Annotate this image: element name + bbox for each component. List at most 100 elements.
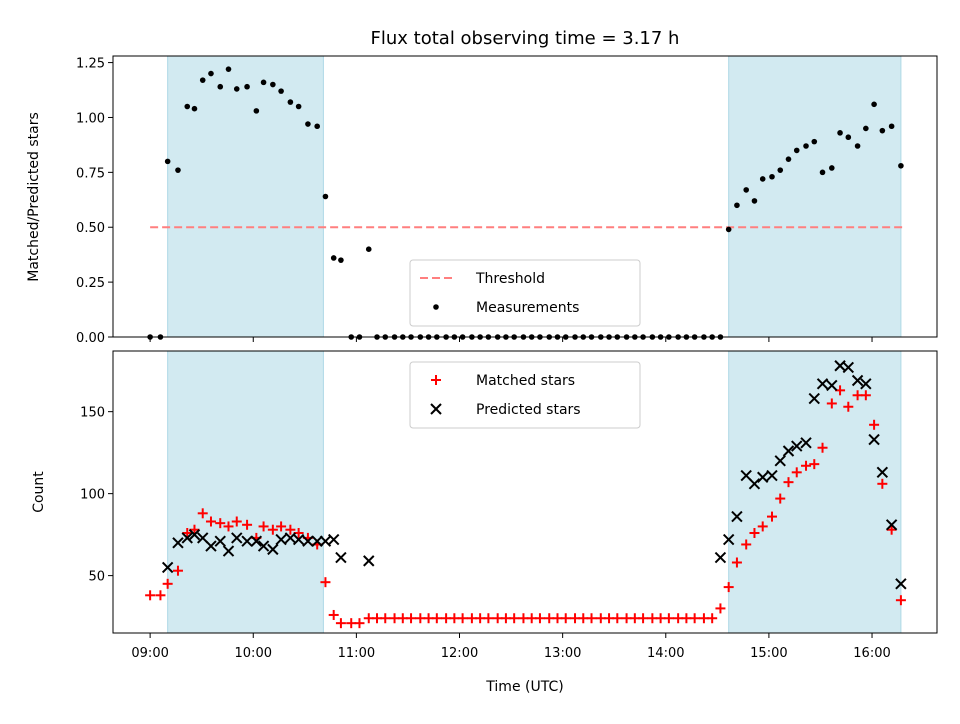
measurement-point (879, 127, 886, 134)
measurement-point (725, 226, 732, 233)
x-b (257, 540, 270, 552)
predicted-star-point (842, 361, 855, 374)
y-tick-label: 150 (80, 406, 105, 421)
x-b (250, 535, 263, 547)
measurement-point (734, 202, 740, 209)
x-b (860, 378, 872, 390)
matched-star-point (205, 516, 216, 527)
legend: Matched stars Predicted stars (409, 361, 641, 429)
observing-span-1 (728, 56, 901, 337)
measurement-point (330, 255, 337, 261)
measurement-point (785, 156, 792, 162)
x-tick-label: 09:00 (131, 646, 168, 661)
predicted-star-point (851, 374, 864, 387)
matched-star-point (189, 524, 200, 535)
predicted-star-point (782, 445, 795, 457)
x-b (222, 545, 235, 557)
y-tick-label: 1.25 (76, 57, 105, 72)
legend: Threshold Measurements (409, 259, 641, 327)
measurement-point (322, 193, 329, 200)
predicted-star-point (895, 578, 907, 590)
x-b (766, 469, 778, 482)
x-b (826, 379, 838, 392)
x-b (757, 471, 769, 483)
x-b (816, 378, 829, 390)
predicted-star-point (327, 533, 340, 546)
matched-star-point (328, 609, 339, 620)
series-matched-stars (145, 385, 906, 629)
measurement-point (314, 123, 320, 130)
matched-star-point (826, 398, 837, 409)
panel-counts: 50 100 150 09:00 10:00 11:00 12:00 13:00 14:00 15… (80, 350, 938, 661)
x-b (231, 532, 243, 544)
x-b (808, 392, 820, 405)
legend-label: Threshold (475, 271, 545, 287)
x-b (774, 455, 786, 467)
measurement-point (854, 143, 861, 149)
measurement-point (217, 83, 224, 90)
predicted-star-point (292, 533, 305, 546)
matched-star-point (741, 539, 752, 550)
x-b (740, 469, 752, 482)
predicted-star-point (774, 455, 786, 467)
matched-star-point (638, 613, 649, 624)
matched-star-point (731, 557, 742, 568)
matched-star-point (715, 603, 726, 614)
predicted-star-point (161, 561, 174, 574)
matched-star-point (775, 493, 786, 504)
predicted-star-point (885, 519, 898, 531)
matched-star-point (689, 613, 700, 624)
matched-star-point (276, 521, 287, 532)
measurement-point (260, 79, 267, 86)
x-b (363, 555, 375, 567)
predicted-star-point (302, 535, 314, 547)
x-b (161, 561, 174, 574)
measurement-point (743, 187, 750, 193)
predicted-star-point (311, 535, 323, 547)
predicted-star-point (722, 533, 735, 546)
x-b (782, 445, 795, 457)
matched-star-point (723, 582, 734, 593)
x-b (885, 519, 898, 531)
measurement-point (233, 86, 240, 92)
matched-star-point (869, 419, 880, 430)
x-tick-label: 12:00 (441, 646, 478, 661)
x-b (722, 533, 735, 546)
measurement-point (845, 134, 852, 141)
measurement-point (164, 158, 171, 165)
measurement-point (777, 167, 784, 173)
matched-star-point (783, 477, 794, 488)
measurement-point (175, 167, 181, 173)
x-b (335, 551, 347, 564)
x-b (748, 478, 761, 490)
matched-star-point (766, 511, 777, 522)
predicted-star-point (267, 543, 279, 556)
matched-star-point (843, 401, 854, 412)
x-b (267, 543, 279, 556)
measurement-point (287, 99, 294, 105)
predicted-star-point (826, 379, 838, 392)
measurement-point (208, 70, 214, 77)
matched-star-point (801, 460, 812, 471)
x-b (714, 551, 727, 564)
x-b (205, 540, 217, 552)
y-tick-label: 0.75 (76, 166, 105, 181)
y-tick-label: 0.50 (76, 221, 105, 236)
measurement-point (811, 138, 818, 145)
x-b (731, 510, 743, 523)
measurement-point (793, 147, 800, 154)
top-y-axis-label: Matched/Predicted stars (26, 112, 42, 282)
matched-star-point (895, 595, 906, 606)
legend-key-x-b (430, 403, 442, 415)
predicted-star-point (816, 378, 829, 390)
measurement-point (191, 105, 198, 112)
series-predicted-stars (161, 360, 907, 590)
x-b (895, 578, 907, 590)
measurement-point (759, 176, 766, 182)
measurement-point (863, 125, 869, 132)
matched-star-point (406, 613, 417, 624)
legend-key-dot (433, 304, 439, 310)
matched-star-point (380, 613, 391, 624)
matched-star-point (483, 613, 494, 624)
y-tick-label: 50 (88, 570, 105, 585)
